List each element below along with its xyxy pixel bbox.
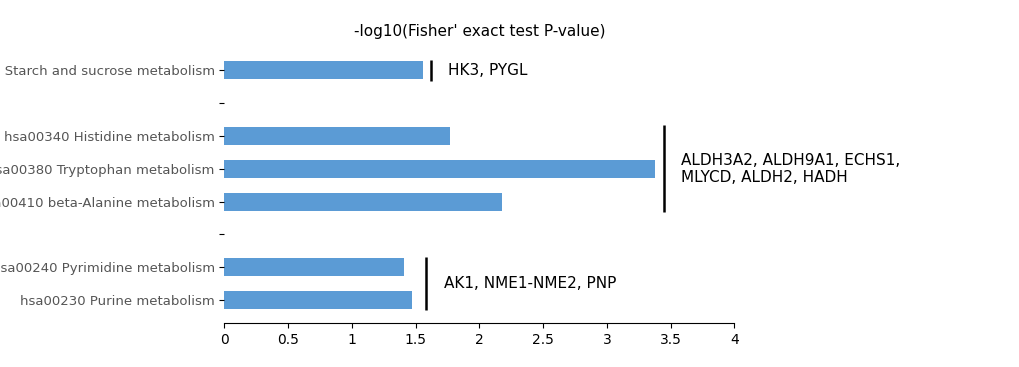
Title: -log10(Fisher' exact test P-value): -log10(Fisher' exact test P-value) [354, 24, 604, 39]
Bar [224, 127, 449, 145]
Text: HK3, PYGL: HK3, PYGL [447, 63, 527, 78]
Bar [224, 61, 423, 79]
Bar [224, 291, 412, 309]
Bar [224, 160, 655, 178]
Text: ALDH3A2, ALDH9A1, ECHS1,
MLYCD, ALDH2, HADH: ALDH3A2, ALDH9A1, ECHS1, MLYCD, ALDH2, H… [681, 153, 899, 185]
Bar [224, 193, 501, 211]
Bar [224, 258, 404, 276]
Text: AK1, NME1-NME2, PNP: AK1, NME1-NME2, PNP [443, 276, 615, 291]
